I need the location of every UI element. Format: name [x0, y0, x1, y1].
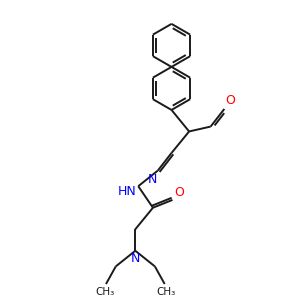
Text: HN: HN [118, 185, 136, 198]
Text: N: N [130, 252, 140, 265]
Text: CH₃: CH₃ [95, 287, 115, 297]
Text: N: N [148, 172, 157, 185]
Text: O: O [174, 186, 184, 199]
Text: CH₃: CH₃ [156, 287, 175, 297]
Text: O: O [225, 94, 235, 107]
